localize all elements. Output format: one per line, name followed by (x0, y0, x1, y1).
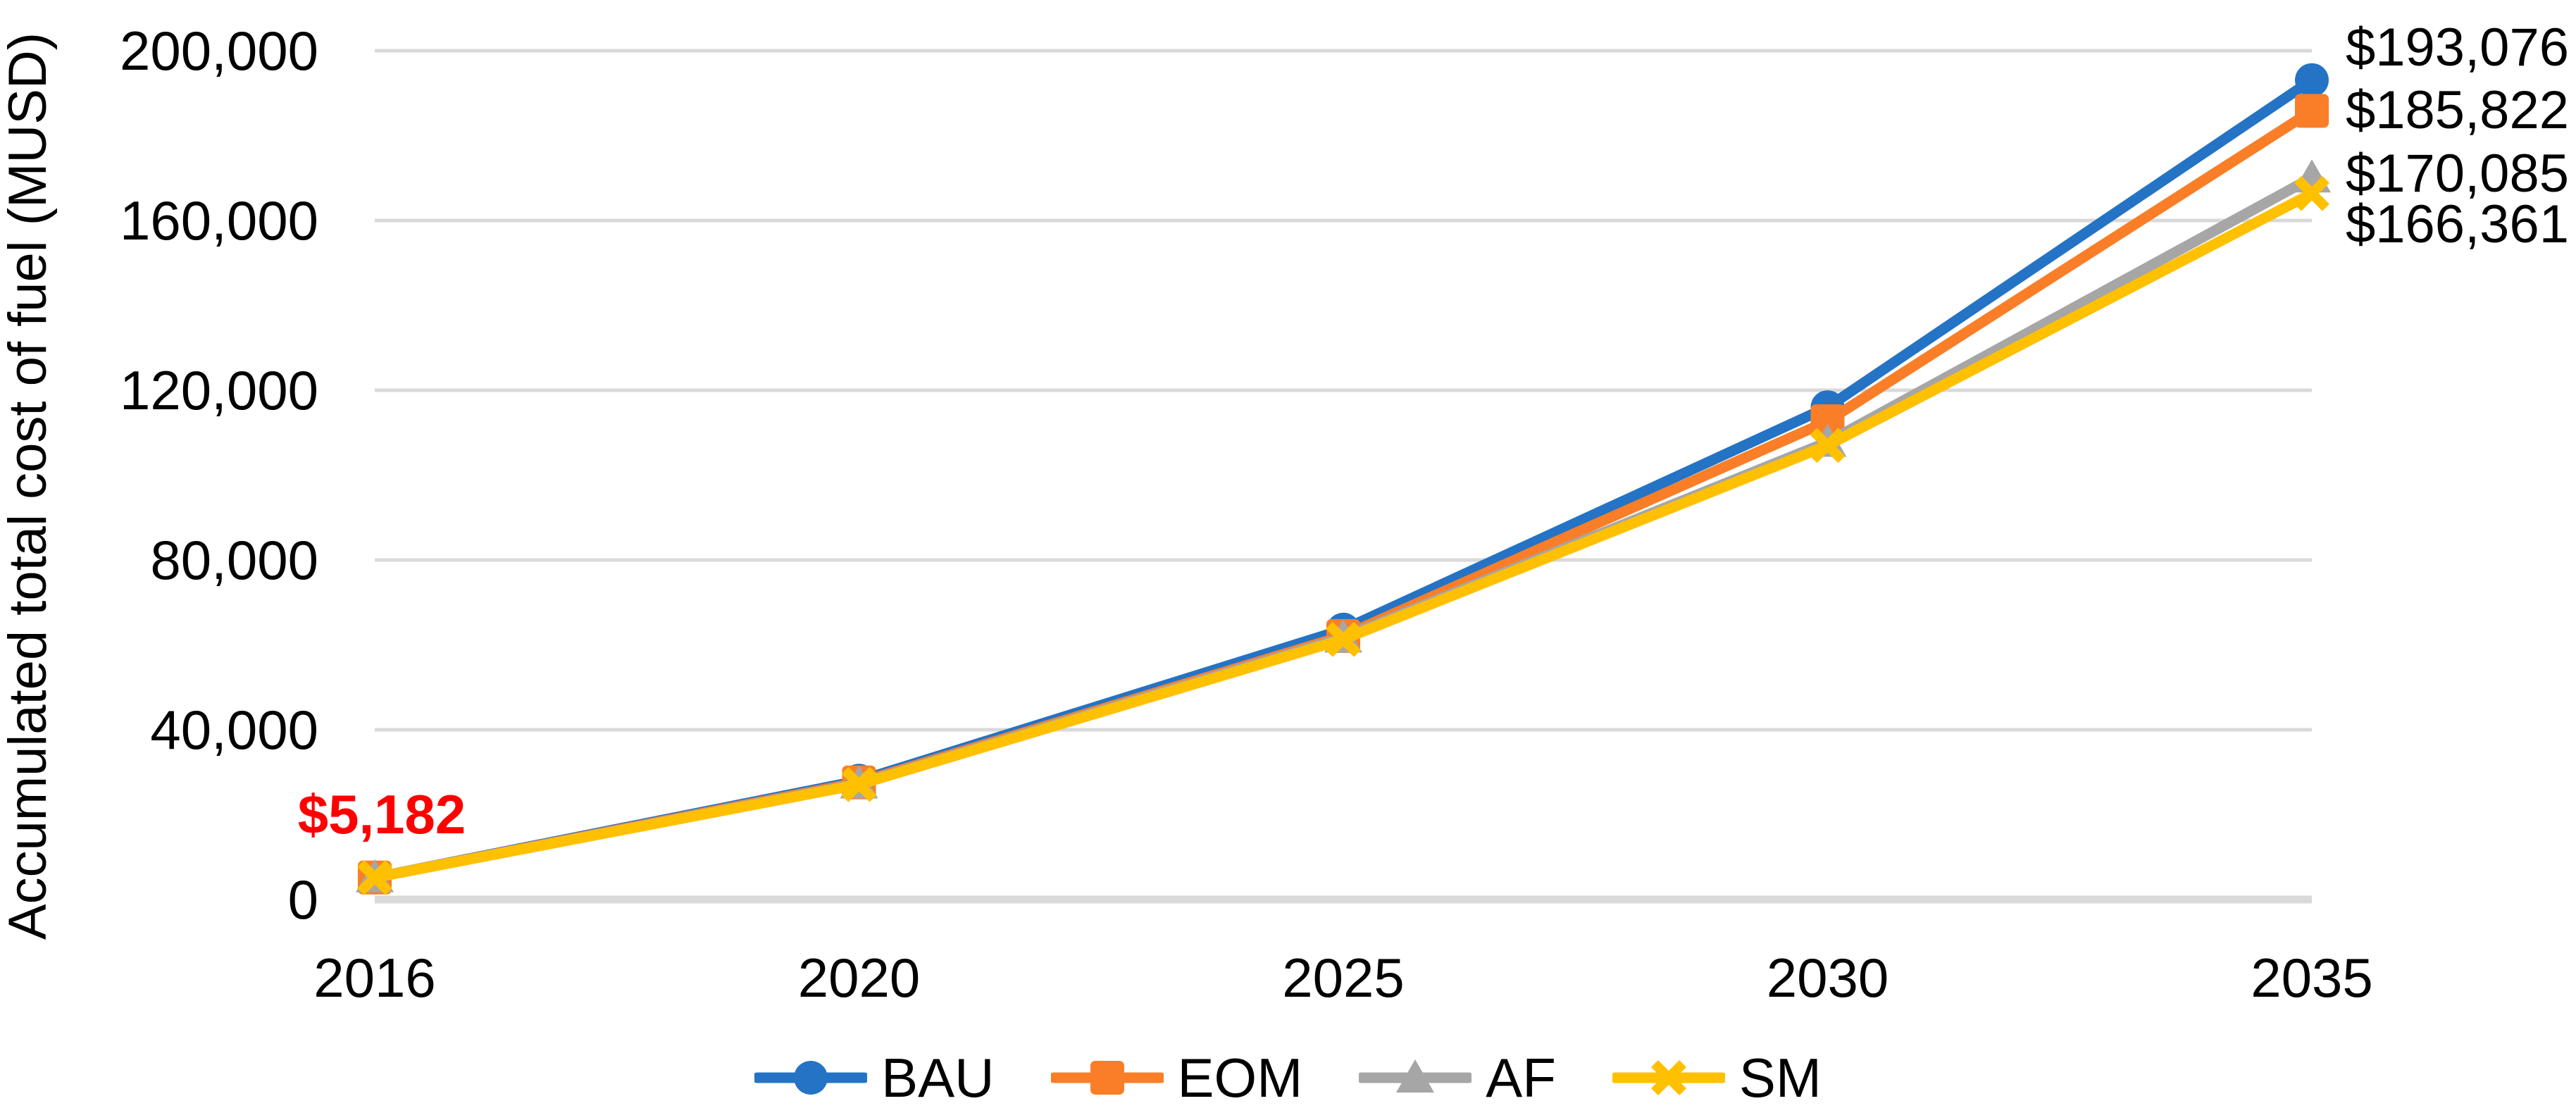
legend-label-sm: SM (1738, 1047, 1822, 1109)
legend-swatch-sm (1612, 1060, 1725, 1095)
end-label-bau: $193,076 (2346, 17, 2569, 77)
x-tick-label: 2020 (797, 947, 921, 1009)
marker-eom (2295, 94, 2329, 128)
end-label-sm: $166,361 (2346, 194, 2569, 254)
legend: BAU EOM AF SM (0, 1046, 2576, 1109)
y-tick-label: 40,000 (150, 699, 318, 761)
legend-item-eom: EOM (1050, 1047, 1303, 1109)
x-tick-label: 2025 (1282, 947, 1405, 1009)
series-line-bau (369, 75, 2317, 883)
series-line-eom (369, 105, 2317, 883)
y-tick-label: 160,000 (120, 189, 318, 251)
marker-sm (1810, 428, 1846, 463)
end-label-eom: $185,822 (2346, 80, 2569, 141)
legend-marker-square-icon (1090, 1061, 1124, 1095)
marker-sm (357, 859, 392, 895)
legend-label-bau: BAU (881, 1047, 995, 1109)
x-tick-label: 2030 (1766, 947, 1889, 1009)
start-value-annotation: $5,182 (297, 783, 466, 845)
legend-swatch-bau (754, 1061, 868, 1095)
legend-marker-triangle-icon (1396, 1059, 1435, 1093)
legend-item-sm: SM (1612, 1048, 1822, 1107)
marker-bau (2295, 63, 2329, 97)
legend-item-af: AF (1359, 1048, 1556, 1107)
y-tick-label: 200,000 (120, 20, 318, 82)
marker-sm (2294, 175, 2329, 211)
legend-marker-circle-icon (794, 1061, 828, 1095)
marker-sm (1326, 621, 1361, 657)
marker-sm (841, 766, 877, 802)
end-label-af: $170,085 (2346, 144, 2569, 204)
y-tick-label: 80,000 (150, 529, 318, 591)
legend-label-eom: EOM (1177, 1047, 1303, 1109)
legend-swatch-eom (1050, 1061, 1164, 1095)
y-tick-label: 0 (287, 869, 318, 931)
legend-item-bau: BAU (754, 1047, 995, 1109)
legend-marker-x-icon (1650, 1060, 1686, 1095)
x-tick-label: 2035 (2251, 947, 2373, 1009)
x-tick-label: 2016 (313, 947, 436, 1009)
y-tick-label: 120,000 (120, 359, 318, 421)
legend-swatch-af (1359, 1059, 1472, 1093)
marker-eom (1810, 404, 1845, 438)
legend-label-af: AF (1486, 1047, 1556, 1109)
